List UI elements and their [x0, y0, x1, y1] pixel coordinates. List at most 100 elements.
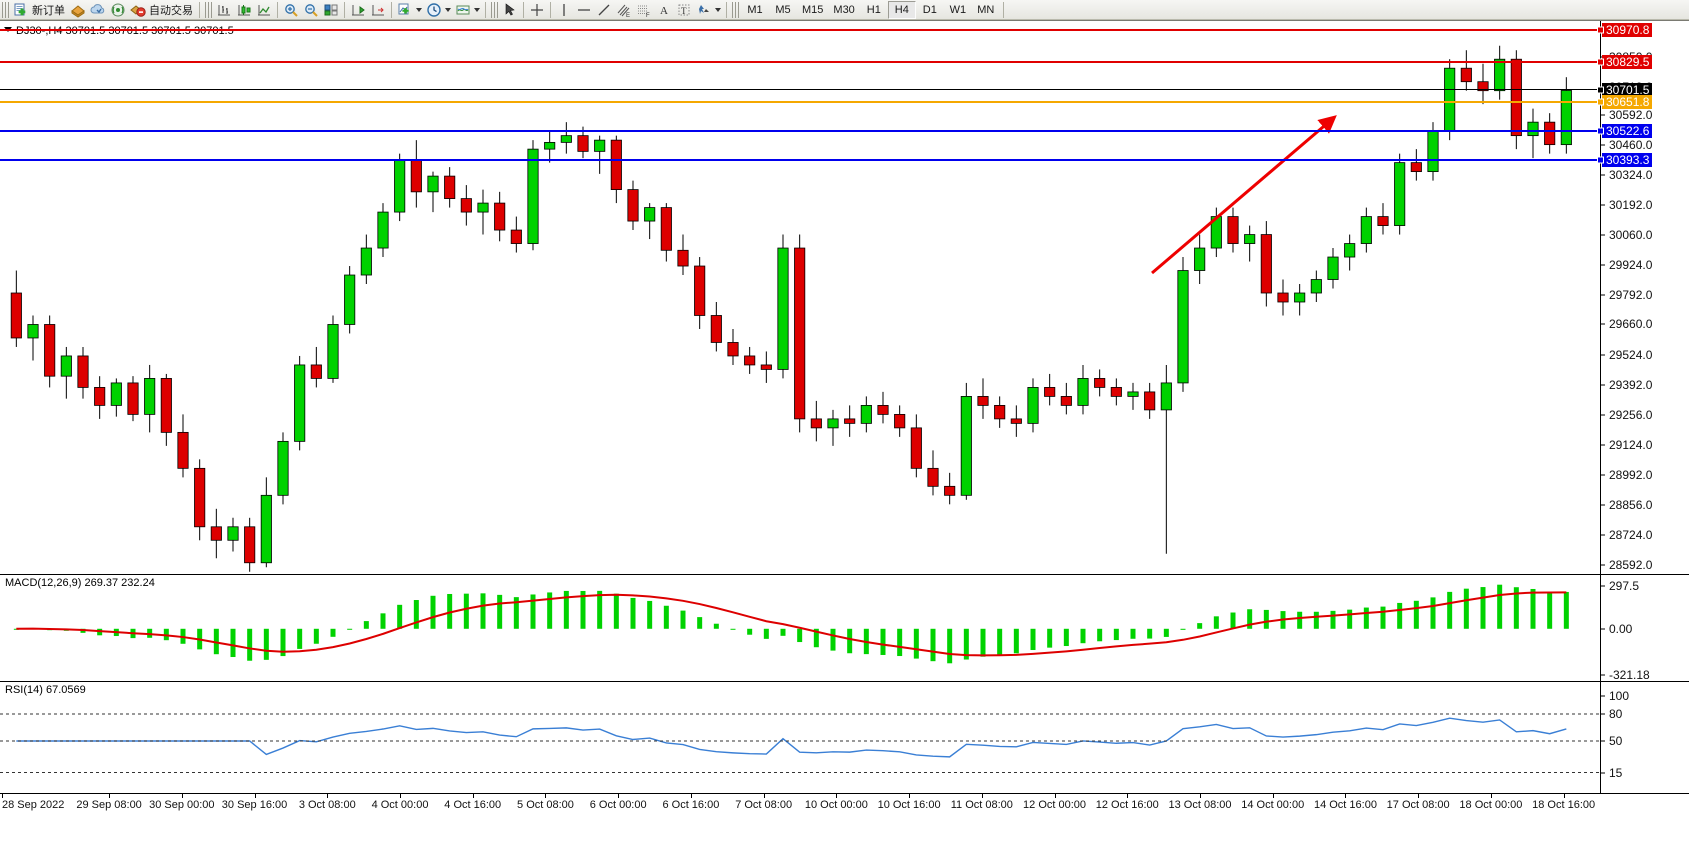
- time-tick-mark: [181, 794, 183, 798]
- uptrend-arrow[interactable]: [0, 21, 1600, 574]
- orange-line[interactable]: [0, 100, 1600, 103]
- auto-trading-button[interactable]: 自动交易: [128, 1, 196, 19]
- candlestick-chart-button[interactable]: [234, 1, 254, 19]
- timeframe-m5-button[interactable]: M5: [775, 3, 791, 16]
- timeframe-m30-button[interactable]: M30: [833, 3, 855, 16]
- red-line-resistance[interactable]: [0, 60, 1600, 63]
- equidistant-channel-icon: E: [617, 4, 630, 18]
- level-handle-icon[interactable]: [1597, 156, 1604, 164]
- zoom-out-button[interactable]: [301, 1, 321, 19]
- time-axis[interactable]: 28 Sep 2022 29 Sep 08:00 30 Sep 00:00 30 Se…: [0, 793, 1689, 854]
- level-handle-icon[interactable]: [1597, 98, 1604, 106]
- blue-level-2-badge[interactable]: 30393.3: [1597, 152, 1653, 167]
- price-tick-label: 30060.0: [1609, 227, 1653, 242]
- text-button[interactable]: A: [654, 1, 674, 19]
- price-axis[interactable]: 30850.030718.030592.030460.030324.030192…: [1597, 21, 1689, 574]
- level-handle-icon[interactable]: [1597, 127, 1604, 135]
- red-line-top[interactable]: [0, 28, 1600, 31]
- horizontal-line-button[interactable]: [574, 1, 594, 19]
- level-handle-icon[interactable]: [1597, 58, 1604, 66]
- toolbar-grip-2[interactable]: [205, 1, 212, 18]
- arrows-dropdown-caret[interactable]: [715, 7, 721, 12]
- black-line-current[interactable]: [0, 89, 1600, 91]
- signals-button[interactable]: [108, 1, 128, 19]
- price-plot-area[interactable]: DJ30-,H4 30701.5 30701.5 30701.5 30701.5: [0, 21, 1600, 574]
- crosshair-button[interactable]: [527, 1, 547, 19]
- macd-panel[interactable]: MACD(12,26,9) 269.37 232.24 297.5 0.00 -32…: [0, 574, 1689, 681]
- timeframe-h4-button[interactable]: H4: [887, 0, 916, 19]
- rsi-panel[interactable]: RSI(14) 67.0569 100 80 50 15: [0, 681, 1689, 793]
- timeframe-m1-button[interactable]: M1: [747, 3, 763, 16]
- time-tick-mark: [109, 794, 111, 798]
- toolbar-grip-3[interactable]: [491, 1, 498, 18]
- blue-line-lower[interactable]: [0, 158, 1600, 161]
- zoom-in-button[interactable]: [281, 1, 301, 19]
- toolbar-grip-4[interactable]: [732, 1, 739, 18]
- time-axis-label: 18 Oct 00:00: [1459, 799, 1523, 811]
- time-tick-mark: [763, 794, 765, 798]
- data-window-button[interactable]: [88, 1, 108, 19]
- time-axis-label: 12 Oct 16:00: [1095, 799, 1159, 811]
- price-tick-label: 29256.0: [1609, 408, 1653, 423]
- zoom-in-icon: [285, 3, 298, 17]
- price-tick-mark: [1601, 444, 1605, 446]
- text-label-button[interactable]: T: [674, 1, 694, 19]
- toolbar-grip[interactable]: [2, 1, 9, 18]
- price-tick-mark: [1601, 564, 1605, 566]
- line-chart-icon: [258, 4, 270, 15]
- price-tick-label: 29392.0: [1609, 377, 1653, 392]
- vertical-line-button[interactable]: [554, 1, 574, 19]
- toolbar-separator-6: [523, 1, 524, 18]
- price-tick-mark: [1601, 474, 1605, 476]
- timeframe-m15-button[interactable]: M15: [802, 3, 824, 16]
- level-handle-icon[interactable]: [1597, 86, 1604, 94]
- macd-plot-area[interactable]: MACD(12,26,9) 269.37 232.24: [0, 575, 1600, 681]
- time-axis-label: 4 Oct 16:00: [444, 799, 502, 811]
- indicator-button[interactable]: [453, 1, 482, 19]
- cursor-button[interactable]: [500, 1, 520, 19]
- trendline-button[interactable]: [594, 1, 614, 19]
- time-axis-label: 13 Oct 08:00: [1168, 799, 1232, 811]
- blue-line-upper[interactable]: [0, 129, 1600, 132]
- chart-shift-button[interactable]: [368, 1, 388, 19]
- tile-windows-icon: [324, 4, 338, 15]
- bar-chart-button[interactable]: [214, 1, 234, 19]
- macd-label: MACD(12,26,9) 269.37 232.24: [5, 577, 155, 589]
- auto-trading-label: 自动交易: [149, 4, 193, 17]
- orange-level-badge[interactable]: 30651.8: [1597, 94, 1653, 109]
- time-axis-label: 28 Sep 2022: [2, 799, 65, 811]
- period-separator-button[interactable]: [424, 1, 453, 19]
- expert-advisor-button[interactable]: [68, 1, 88, 19]
- new-object-dropdown-caret[interactable]: [416, 7, 422, 12]
- time-axis-label: 30 Sep 00:00: [149, 799, 215, 811]
- chart-window[interactable]: DJ30-,H4 30701.5 30701.5 30701.5 30701.5…: [0, 20, 1689, 854]
- indicator-dropdown-caret[interactable]: [474, 7, 480, 12]
- time-axis-label: 14 Oct 16:00: [1313, 799, 1377, 811]
- line-chart-button[interactable]: [254, 1, 274, 19]
- toolbar-separator-8: [726, 1, 727, 18]
- high-price-badge[interactable]: 30970.8: [1597, 22, 1653, 37]
- arrows-button[interactable]: [694, 1, 723, 19]
- level-handle-icon[interactable]: [1597, 26, 1604, 34]
- fibonacci-button[interactable]: F: [634, 1, 654, 19]
- macd-axis: 297.5 0.00 -321.18: [1600, 575, 1689, 681]
- rsi-plot-area[interactable]: RSI(14) 67.0569: [0, 682, 1600, 793]
- price-tick-mark: [1601, 534, 1605, 536]
- rsi-label: RSI(14) 67.0569: [5, 684, 86, 696]
- new-object-button[interactable]: [395, 1, 424, 19]
- candlestick-chart-icon: [238, 4, 251, 15]
- tile-windows-button[interactable]: [321, 1, 341, 19]
- price-panel[interactable]: DJ30-,H4 30701.5 30701.5 30701.5 30701.5…: [0, 21, 1689, 574]
- timeframe-h1-button[interactable]: H1: [866, 3, 881, 16]
- timeframe-w1-button[interactable]: W1: [949, 3, 967, 16]
- rsi-tick-mark: [1601, 695, 1605, 697]
- blue-level-1-badge[interactable]: 30522.6: [1597, 123, 1653, 138]
- equidistant-channel-button[interactable]: E: [614, 1, 634, 19]
- timeframe-mn-button[interactable]: MN: [977, 3, 995, 16]
- new-order-button[interactable]: 新订单: [11, 1, 68, 19]
- timeframe-d1-button[interactable]: D1: [922, 3, 937, 16]
- current-price-badge[interactable]: 30701.5: [1597, 83, 1653, 98]
- auto-scroll-button[interactable]: [348, 1, 368, 19]
- period-dropdown-caret[interactable]: [445, 7, 451, 12]
- resistance-price-badge[interactable]: 30829.5: [1597, 54, 1653, 69]
